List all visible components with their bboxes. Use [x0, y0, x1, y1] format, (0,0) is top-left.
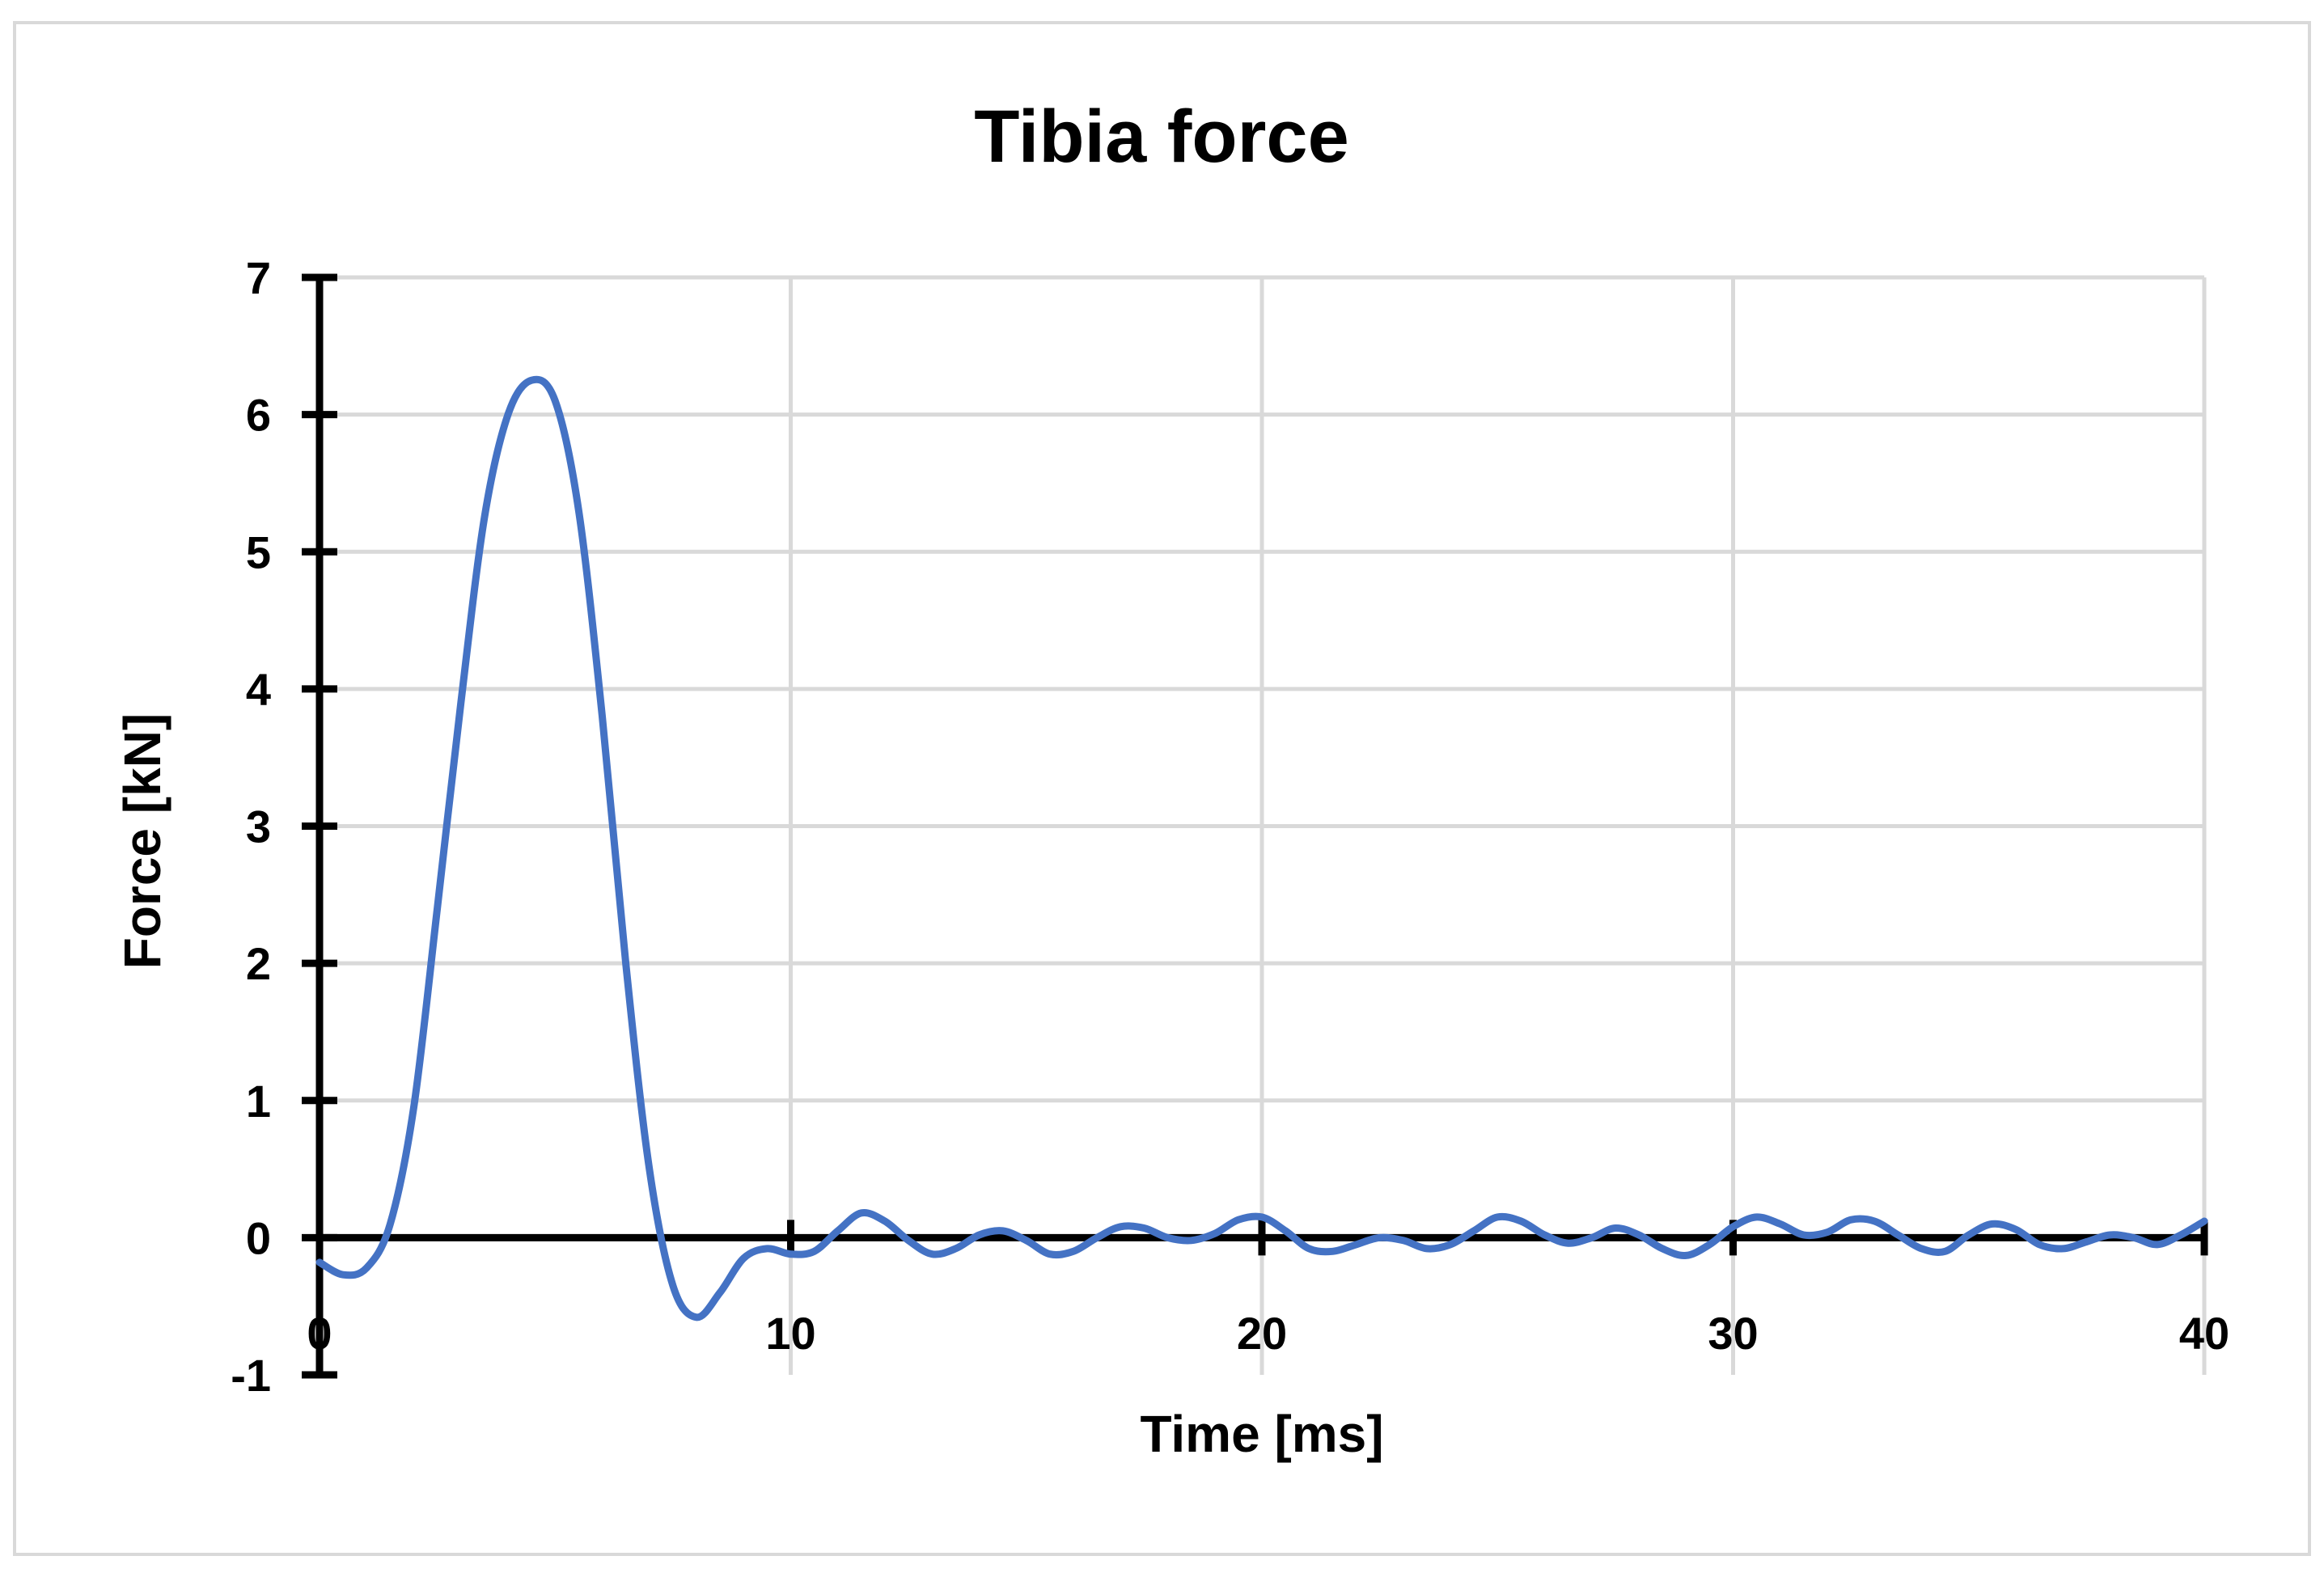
series-layer: [315, 375, 2208, 1321]
x-tick-label: 30: [1708, 1308, 1758, 1359]
y-tick-label: 6: [246, 390, 271, 441]
y-tick-label: -1: [231, 1350, 271, 1401]
y-tick-label: 1: [246, 1076, 271, 1127]
chart-title: Tibia force: [974, 95, 1349, 178]
y-tick-label: 3: [246, 801, 271, 852]
series-line: [315, 375, 2208, 1321]
y-tick-label: 7: [246, 252, 271, 303]
x-tick-label: 10: [765, 1308, 815, 1359]
x-tick-label: 20: [1237, 1308, 1287, 1359]
chart-border: [13, 21, 2311, 1556]
y-axis-title: Force [kN]: [113, 713, 171, 970]
y-tick-label: 0: [246, 1212, 271, 1263]
tick-labels: -1 0 1 2 3 4 5 6 7 0 10 20 30 40: [231, 252, 2229, 1401]
gridlines: [320, 275, 2207, 1375]
y-tick-label: 2: [246, 938, 271, 989]
y-tick-label: 4: [246, 664, 271, 715]
y-tick-label: 5: [246, 526, 271, 577]
x-tick-label: 40: [2179, 1308, 2229, 1359]
axes: [302, 273, 2208, 1379]
x-axis-title: Time [ms]: [1140, 1405, 1383, 1463]
x-tick-label: 0: [307, 1308, 332, 1359]
